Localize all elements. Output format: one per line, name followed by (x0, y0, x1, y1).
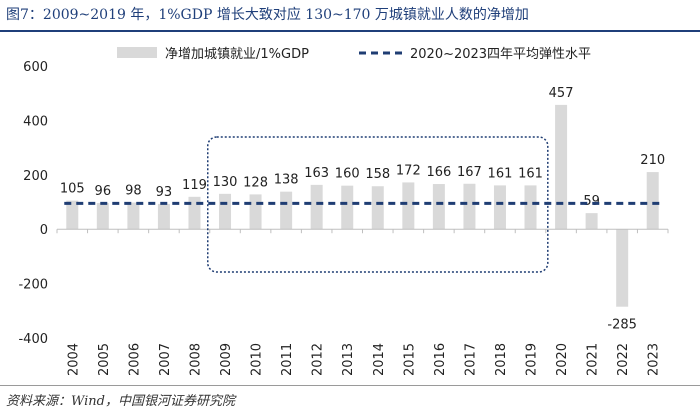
bar (96, 203, 109, 230)
bar (432, 184, 445, 230)
source-note: 资料来源：Wind，中国银河证券研究院 (6, 394, 235, 409)
x-tick-label: 2006 (127, 343, 142, 376)
data-label: 457 (549, 86, 574, 101)
x-tick-label: 2005 (97, 343, 112, 376)
y-tick-label: 600 (23, 60, 48, 75)
data-label: 160 (335, 167, 360, 182)
bar (219, 193, 232, 230)
data-label: 163 (304, 166, 329, 181)
data-label: 210 (640, 153, 665, 168)
bar (188, 196, 201, 230)
x-tick-label: 2016 (433, 343, 448, 376)
legend-bar-swatch (117, 47, 157, 58)
y-tick-label: -200 (18, 278, 48, 293)
y-tick-label: 400 (23, 114, 48, 129)
x-tick-label: 2014 (372, 343, 387, 376)
x-tick-label: 2011 (280, 343, 295, 376)
data-label: 98 (125, 184, 142, 199)
bar (402, 182, 415, 230)
data-label: 59 (583, 194, 600, 209)
x-tick-label: 2008 (188, 343, 203, 376)
data-label: 166 (426, 165, 451, 180)
x-tick-label: 2010 (250, 343, 265, 376)
y-tick-label: 200 (23, 169, 48, 184)
data-label: 161 (488, 166, 513, 181)
bar (371, 186, 384, 230)
bar (463, 183, 476, 230)
x-tick-label: 2017 (463, 343, 478, 376)
data-label: 119 (182, 178, 207, 193)
x-tick-label: 2019 (525, 343, 540, 376)
x-tick-label: 2012 (311, 343, 326, 376)
x-tick-label: 2022 (616, 343, 631, 376)
data-label: 138 (274, 173, 299, 188)
data-label: 93 (156, 185, 173, 200)
data-label: 130 (213, 175, 238, 190)
bar (646, 172, 659, 230)
bar (249, 194, 262, 230)
bar (280, 191, 293, 230)
data-label: 167 (457, 165, 482, 180)
x-tick-label: 2009 (219, 343, 234, 376)
x-tick-label: 2023 (647, 343, 662, 376)
x-tick-label: 2007 (158, 343, 173, 376)
data-label: 105 (60, 182, 85, 197)
chart: 600 400 200 0 -200 -400 105 96 98 93 119 130 128 138 1… (18, 47, 669, 376)
x-tick-label: 2018 (494, 343, 509, 376)
bar (524, 185, 537, 230)
bar (493, 185, 506, 230)
highlight-box (207, 136, 549, 273)
legend-line-label: 2020~2023四年平均弹性水平 (410, 47, 591, 62)
bar (585, 213, 598, 230)
bar (616, 229, 629, 307)
data-label: 172 (396, 163, 421, 178)
x-tick-label: 2013 (341, 343, 356, 376)
footer-rule (0, 385, 700, 386)
legend-bar-label: 净增加城镇就业/1%GDP (165, 47, 309, 62)
bar (310, 184, 323, 230)
page-title: 图7：2009~2019 年，1%GDP 增长大致对应 130~170 万城镇就… (6, 7, 529, 23)
bar (157, 203, 170, 230)
data-label: 161 (518, 166, 543, 181)
data-label: -285 (607, 318, 637, 333)
x-tick-label: 2021 (586, 343, 601, 376)
bar (341, 185, 354, 230)
data-label: 128 (243, 175, 268, 190)
x-tick-label: 2020 (555, 343, 570, 376)
title-rule (0, 30, 700, 32)
x-tick-label: 2015 (402, 343, 417, 376)
bar (66, 200, 79, 230)
bar (127, 202, 140, 230)
y-tick-label: -400 (18, 332, 48, 347)
x-tick-label: 2004 (66, 343, 81, 376)
data-label: 158 (365, 167, 390, 182)
y-tick-label: 0 (40, 223, 48, 238)
bar (555, 104, 568, 230)
data-label: 96 (95, 184, 112, 199)
